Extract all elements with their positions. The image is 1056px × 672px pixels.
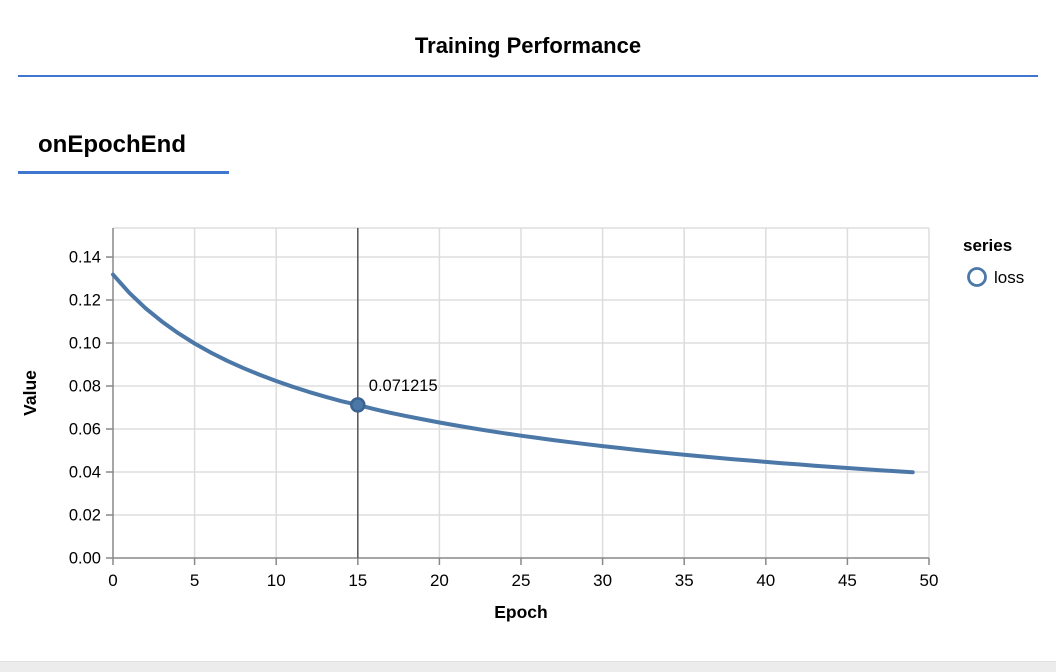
training-chart[interactable]: 0.00 0.02 0.04 0.06 0.08 0.10 0.12 0.14 0 5 10 15 20… <box>0 220 1056 650</box>
bottom-divider <box>0 661 1056 672</box>
x-tick-label: 40 <box>756 571 775 590</box>
page-title: Training Performance <box>414 33 642 58</box>
gridlines <box>113 227 930 558</box>
legend-title: series <box>963 236 1012 255</box>
y-tick-label: 0.04 <box>69 464 101 482</box>
legend: series loss <box>963 236 1024 287</box>
section-heading-underline <box>18 171 229 174</box>
axes: 0.00 0.02 0.04 0.06 0.08 0.10 0.12 0.14 0 5 10 15 20… <box>20 228 938 622</box>
x-tick-label: 5 <box>190 571 199 590</box>
loss-line[interactable] <box>111 272 915 475</box>
y-tick-label: 0.06 <box>69 421 101 439</box>
y-tick-label: 0.08 <box>69 378 101 396</box>
x-tick-label: 15 <box>348 571 367 590</box>
y-tick-label: 0.02 <box>69 507 101 525</box>
x-tick-label: 20 <box>430 571 449 590</box>
x-tick-label: 30 <box>593 571 612 590</box>
legend-label-loss: loss <box>994 268 1024 287</box>
x-tick-label: 0 <box>108 571 117 590</box>
x-axis-title: Epoch <box>494 602 547 622</box>
title-divider <box>18 75 1038 77</box>
tooltip-value: 0.071215 <box>369 377 438 395</box>
y-tick-label: 0.10 <box>69 335 101 353</box>
x-tick-label: 25 <box>512 571 531 590</box>
highlighted-point[interactable] <box>350 397 366 413</box>
x-tick-label: 45 <box>838 571 857 590</box>
loss-chart-svg[interactable]: 0.00 0.02 0.04 0.06 0.08 0.10 0.12 0.14 0 5 10 15 20… <box>0 220 1056 650</box>
legend-symbol-loss <box>967 267 987 287</box>
y-tick-label: 0.14 <box>69 249 101 267</box>
section-heading: onEpochEnd <box>38 131 186 158</box>
x-tick-label: 50 <box>920 571 939 590</box>
y-tick-label: 0.00 <box>69 550 101 568</box>
y-axis-title: Value <box>20 370 40 416</box>
x-tick-label: 35 <box>675 571 694 590</box>
x-tick-label: 10 <box>267 571 286 590</box>
y-tick-label: 0.12 <box>69 292 101 310</box>
